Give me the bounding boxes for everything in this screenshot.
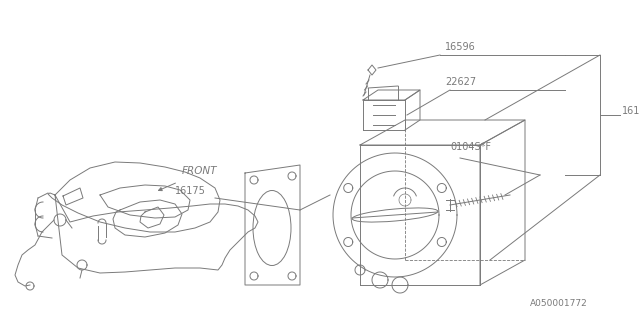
Text: 0104S*F: 0104S*F	[450, 142, 491, 152]
Text: A050001772: A050001772	[530, 299, 588, 308]
Text: 16175: 16175	[175, 186, 206, 196]
Text: 16112: 16112	[622, 106, 640, 116]
Text: 22627: 22627	[445, 77, 476, 87]
Text: 16596: 16596	[445, 42, 476, 52]
Text: FRONT: FRONT	[182, 166, 218, 176]
